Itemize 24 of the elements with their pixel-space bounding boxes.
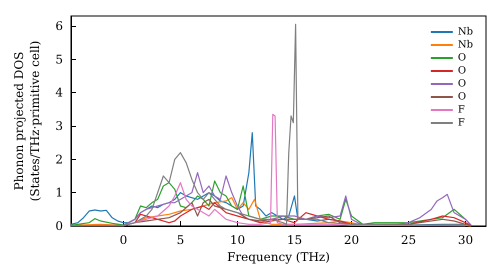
legend-label: O xyxy=(458,52,466,64)
y-tick-label: 1 xyxy=(55,186,63,200)
x-tick-label: 25 xyxy=(400,233,416,247)
y-tick-label: 3 xyxy=(55,119,63,133)
legend-label: Nb xyxy=(458,26,474,38)
legend-label: F xyxy=(458,118,465,128)
x-tick-label: 5 xyxy=(176,233,184,247)
y-tick-label: 2 xyxy=(55,152,63,166)
x-tick-label: 30 xyxy=(458,233,474,247)
legend-label: F xyxy=(458,104,465,116)
legend-label: O xyxy=(458,78,466,90)
legend-label: O xyxy=(458,66,466,76)
y-tick-label: 4 xyxy=(55,86,64,100)
x-tick-label: 0 xyxy=(120,233,128,247)
legend-label: O xyxy=(458,92,466,102)
x-tick-label: 20 xyxy=(344,233,360,247)
y-tick-label: 0 xyxy=(55,219,63,233)
y-axis-title: Phonon projected DOS (States/THz·primitive cell) xyxy=(12,40,42,202)
x-axis-title: Frequency (THz) xyxy=(227,250,330,264)
x-tick-label: 10 xyxy=(230,233,246,247)
y-tick-label: 6 xyxy=(55,19,63,33)
legend-label: Nb xyxy=(458,40,474,50)
x-tick-label: 15 xyxy=(286,233,302,247)
y-tick-label: 5 xyxy=(55,52,63,66)
